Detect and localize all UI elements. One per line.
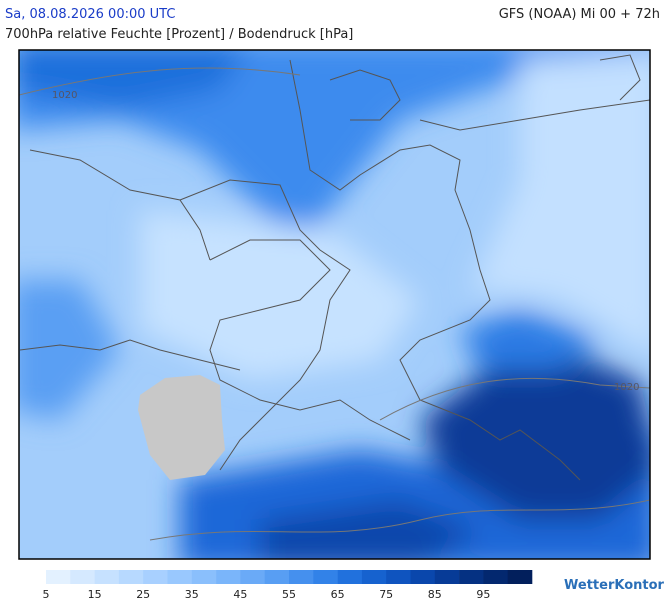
model-run: GFS (NOAA) Mi 00 + 72h <box>499 7 660 22</box>
subtitle: 700hPa relative Feuchte [Prozent] / Bode… <box>5 27 353 42</box>
map-frame <box>18 49 651 560</box>
legend-tick-label: 75 <box>379 588 393 600</box>
legend-swatch <box>337 570 363 584</box>
legend-tick-label: 15 <box>88 588 102 600</box>
legend-swatch <box>361 570 387 584</box>
humidity-field: 1020 1020 <box>19 50 650 559</box>
legend-swatch <box>167 570 193 584</box>
legend-swatch <box>94 570 120 584</box>
legend-tick-label: 85 <box>428 588 442 600</box>
legend-tick-label: 5 <box>43 588 50 600</box>
legend-swatch <box>191 570 217 584</box>
no-data-area <box>138 375 225 480</box>
legend-swatch <box>46 570 71 584</box>
legend-swatch <box>459 570 484 584</box>
legend-tick-label: 65 <box>331 588 345 600</box>
legend-tick-label: 25 <box>136 588 150 600</box>
legend-swatch <box>264 570 290 584</box>
legend-swatch <box>216 570 241 584</box>
legend-swatch <box>507 570 533 584</box>
legend-swatch <box>240 570 265 584</box>
legend-tick-label: 35 <box>185 588 199 600</box>
legend-tick-label: 95 <box>476 588 490 600</box>
legend-swatch <box>70 570 95 584</box>
isobar-label: 1020 <box>52 90 77 101</box>
legend-swatch <box>386 570 411 584</box>
legend-swatch <box>313 570 338 584</box>
legend-swatch <box>410 570 436 584</box>
legend-swatch <box>434 570 460 584</box>
color-legend: 5 15 25 35 45 55 65 75 85 95 <box>43 570 533 601</box>
brand: WetterKontor <box>564 578 665 593</box>
legend-swatch <box>289 570 314 584</box>
legend-swatch <box>483 570 508 584</box>
isobar-label: 1020 <box>614 382 639 393</box>
legend-swatch <box>143 570 168 584</box>
legend-tick-label: 45 <box>233 588 247 600</box>
legend-swatch <box>118 570 144 584</box>
legend-tick-label: 55 <box>282 588 296 600</box>
run-time: Sa, 08.08.2026 00:00 UTC <box>5 7 175 22</box>
isobars <box>19 67 650 541</box>
borders <box>19 54 650 481</box>
